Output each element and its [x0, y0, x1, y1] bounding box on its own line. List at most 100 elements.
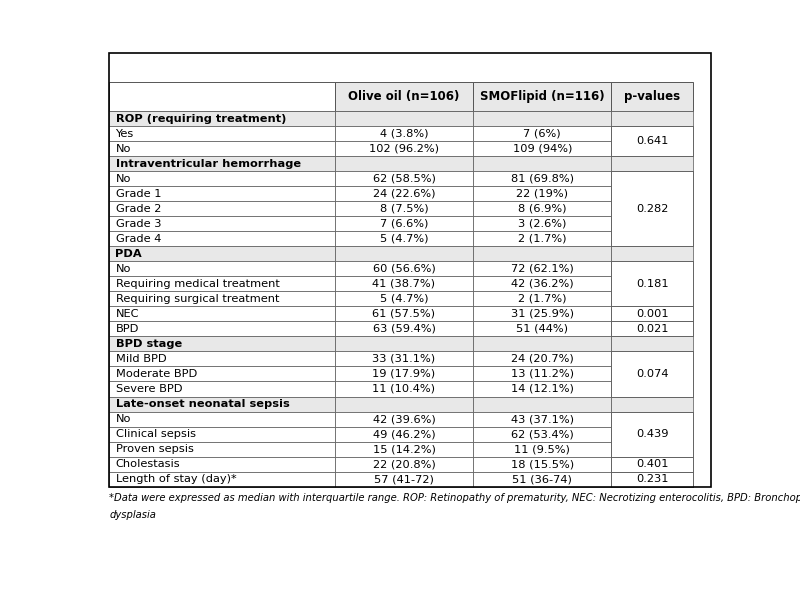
- Text: 0.401: 0.401: [636, 459, 668, 469]
- Bar: [110, 112, 335, 126]
- Bar: [110, 351, 335, 367]
- Bar: [473, 307, 611, 321]
- Text: 60 (56.6%): 60 (56.6%): [373, 264, 435, 274]
- Bar: [335, 141, 473, 156]
- Bar: [473, 471, 611, 487]
- Text: 4 (3.8%): 4 (3.8%): [380, 128, 428, 139]
- Bar: [611, 112, 693, 126]
- Bar: [335, 456, 473, 471]
- Text: 0.001: 0.001: [636, 309, 668, 319]
- Bar: [611, 471, 693, 487]
- Bar: [110, 291, 335, 307]
- Text: 0.231: 0.231: [636, 474, 668, 484]
- Bar: [335, 112, 473, 126]
- Bar: [335, 427, 473, 442]
- Text: 18 (15.5%): 18 (15.5%): [510, 459, 574, 469]
- Bar: [335, 216, 473, 231]
- Bar: [335, 82, 473, 112]
- Bar: [473, 382, 611, 396]
- Bar: [335, 351, 473, 367]
- Text: 62 (53.4%): 62 (53.4%): [511, 429, 574, 439]
- Bar: [611, 171, 693, 186]
- Text: 22 (20.8%): 22 (20.8%): [373, 459, 435, 469]
- Bar: [110, 261, 335, 276]
- Text: PDA: PDA: [115, 249, 142, 259]
- Bar: [473, 112, 611, 126]
- Bar: [611, 276, 693, 291]
- Bar: [110, 321, 335, 336]
- Bar: [611, 186, 693, 201]
- Text: 15 (14.2%): 15 (14.2%): [373, 444, 435, 454]
- Text: 7 (6.6%): 7 (6.6%): [380, 219, 428, 229]
- Bar: [473, 276, 611, 291]
- Bar: [611, 201, 693, 216]
- Text: 11 (9.5%): 11 (9.5%): [514, 444, 570, 454]
- Text: Length of stay (day)*: Length of stay (day)*: [115, 474, 236, 484]
- Bar: [473, 291, 611, 307]
- Bar: [611, 231, 693, 247]
- Text: 13 (11.2%): 13 (11.2%): [511, 369, 574, 379]
- Bar: [473, 261, 611, 276]
- Bar: [110, 247, 335, 261]
- Bar: [611, 351, 693, 396]
- Bar: [611, 411, 693, 456]
- Text: 57 (41-72): 57 (41-72): [374, 474, 434, 484]
- Text: Grade 2: Grade 2: [115, 204, 161, 214]
- Text: Grade 1: Grade 1: [115, 189, 161, 199]
- Text: No: No: [115, 144, 131, 154]
- Bar: [473, 456, 611, 471]
- Bar: [473, 336, 611, 351]
- Text: Proven sepsis: Proven sepsis: [115, 444, 194, 454]
- Bar: [611, 442, 693, 456]
- Bar: [611, 261, 693, 307]
- Bar: [110, 126, 335, 141]
- Bar: [335, 471, 473, 487]
- Text: 8 (6.9%): 8 (6.9%): [518, 204, 566, 214]
- Bar: [611, 216, 693, 231]
- Bar: [473, 396, 611, 411]
- Bar: [335, 156, 473, 171]
- Bar: [335, 126, 473, 141]
- Bar: [335, 261, 473, 276]
- Bar: [335, 336, 473, 351]
- Text: 0.074: 0.074: [636, 369, 668, 379]
- Bar: [110, 471, 335, 487]
- Text: 72 (62.1%): 72 (62.1%): [511, 264, 574, 274]
- Bar: [335, 367, 473, 382]
- Text: Cholestasis: Cholestasis: [115, 459, 180, 469]
- Bar: [611, 141, 693, 156]
- Bar: [611, 471, 693, 487]
- Text: 81 (69.8%): 81 (69.8%): [511, 174, 574, 184]
- Bar: [611, 261, 693, 276]
- Text: 0.181: 0.181: [636, 279, 668, 289]
- Text: Intraventricular hemorrhage: Intraventricular hemorrhage: [115, 159, 301, 169]
- Bar: [110, 442, 335, 456]
- Bar: [611, 456, 693, 471]
- Bar: [110, 411, 335, 427]
- Bar: [335, 276, 473, 291]
- Text: 31 (25.9%): 31 (25.9%): [511, 309, 574, 319]
- Text: Requiring surgical treatment: Requiring surgical treatment: [115, 294, 279, 304]
- Text: ROP (requiring treatment): ROP (requiring treatment): [115, 114, 286, 124]
- Text: 3 (2.6%): 3 (2.6%): [518, 219, 566, 229]
- Bar: [473, 411, 611, 427]
- Bar: [611, 367, 693, 382]
- Text: 19 (17.9%): 19 (17.9%): [373, 369, 435, 379]
- Text: 14 (12.1%): 14 (12.1%): [511, 384, 574, 394]
- Bar: [335, 186, 473, 201]
- Bar: [611, 247, 693, 261]
- Text: NEC: NEC: [115, 309, 139, 319]
- Bar: [335, 231, 473, 247]
- Bar: [611, 336, 693, 351]
- Bar: [335, 201, 473, 216]
- Bar: [611, 382, 693, 396]
- Text: 51 (36-74): 51 (36-74): [512, 474, 572, 484]
- Text: 33 (31.1%): 33 (31.1%): [373, 354, 435, 364]
- Bar: [335, 321, 473, 336]
- Text: Yes: Yes: [115, 128, 134, 139]
- Text: dysplasia: dysplasia: [110, 510, 156, 520]
- Text: 0.021: 0.021: [636, 324, 668, 334]
- Text: 102 (96.2%): 102 (96.2%): [369, 144, 439, 154]
- Bar: [110, 201, 335, 216]
- Bar: [473, 231, 611, 247]
